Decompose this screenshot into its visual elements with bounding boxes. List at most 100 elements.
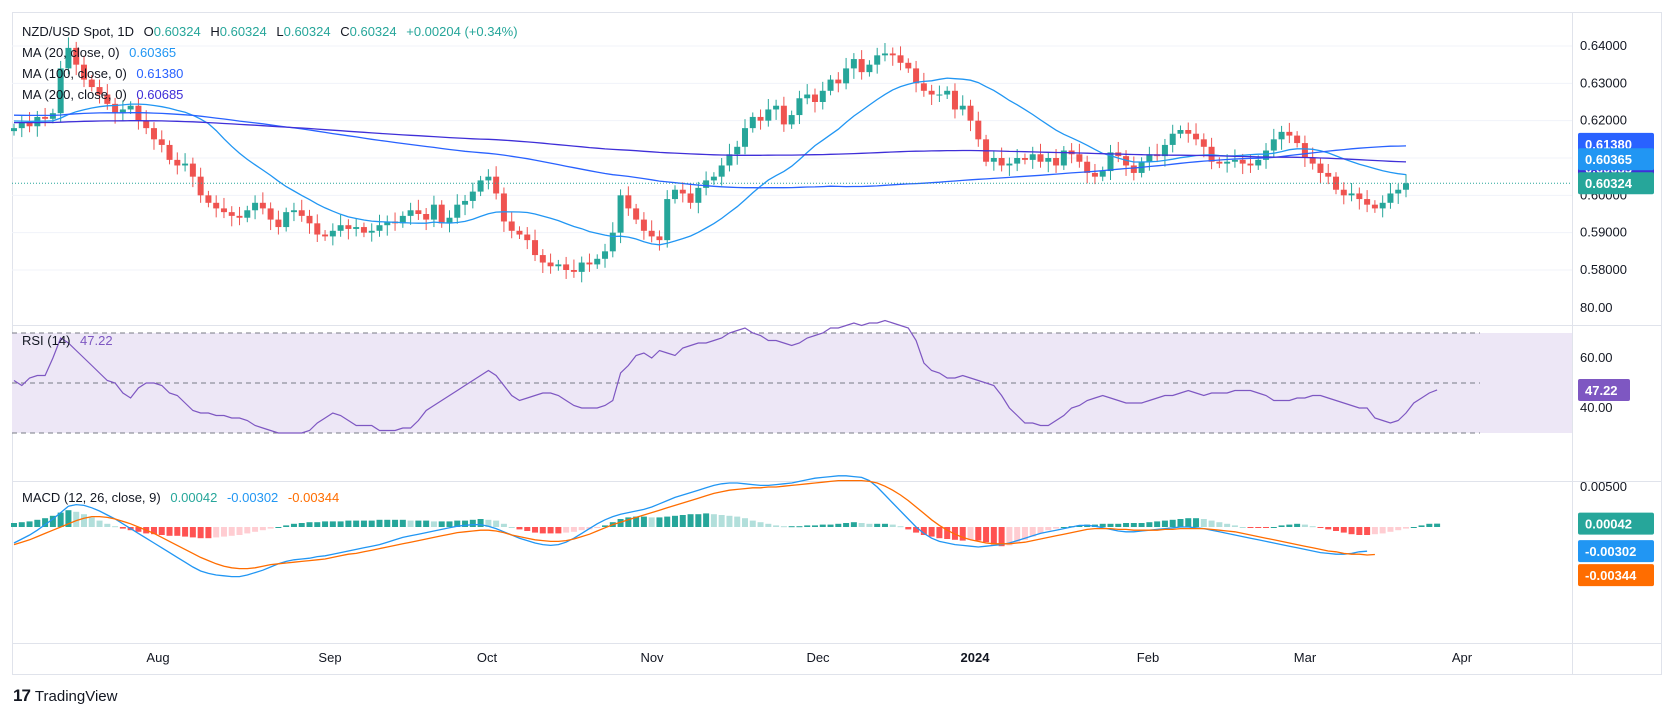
candle-body xyxy=(547,262,554,267)
candle-body xyxy=(252,202,259,211)
macd-histogram-bar xyxy=(998,527,1005,547)
macd-histogram-bar xyxy=(1364,527,1371,535)
candle-body xyxy=(780,105,787,125)
signal-tag: -0.00344 xyxy=(1585,568,1637,583)
candle-body xyxy=(609,232,616,252)
macd-histogram-bar xyxy=(656,517,663,527)
candle-body xyxy=(617,195,624,233)
tradingview-logo[interactable]: 17 TradingView xyxy=(13,686,117,706)
macd-histogram-bar xyxy=(889,524,896,527)
candle-body xyxy=(298,210,305,216)
candle-body xyxy=(695,187,702,203)
macd-histogram-bar xyxy=(1247,527,1254,528)
macd-histogram-bar xyxy=(1060,527,1067,528)
candle-body xyxy=(726,154,733,166)
macd-histogram-bar xyxy=(1379,527,1386,534)
candle-body xyxy=(1200,139,1207,147)
candle-body xyxy=(337,225,344,231)
candle-body xyxy=(1255,159,1262,166)
macd-histogram-bar xyxy=(26,521,33,527)
macd-histogram-bar xyxy=(1006,527,1013,546)
candle-body xyxy=(749,116,756,129)
macd-histogram-bar xyxy=(1395,527,1402,531)
rsi-label[interactable]: RSI (14) xyxy=(22,333,70,348)
candle-body xyxy=(586,262,593,265)
macd-histogram-bar xyxy=(1309,526,1316,528)
price-tick-label: 0.63000 xyxy=(1580,75,1627,90)
macd-histogram-bar xyxy=(88,517,95,527)
low-label: L xyxy=(276,24,283,39)
macd-label[interactable]: MACD (12, 26, close, 9) xyxy=(22,490,161,505)
macd-histogram-bar xyxy=(913,527,920,533)
macd-line xyxy=(13,475,1368,578)
macd-histogram-bar xyxy=(1333,527,1340,531)
macd-histogram-bar xyxy=(1146,522,1153,527)
open-value: 0.60324 xyxy=(154,24,201,39)
macd-histogram-bar xyxy=(1270,527,1277,528)
candle-body xyxy=(345,225,352,229)
macd-histogram-bar xyxy=(80,514,87,527)
macd-histogram-bar xyxy=(158,527,165,535)
macd-histogram-bar xyxy=(796,526,803,528)
ma200-label[interactable]: MA (200, close, 0) xyxy=(22,87,127,102)
time-axis[interactable]: Aug Sep Oct Nov Dec 2024 Feb Mar Apr xyxy=(146,650,1472,665)
candle-body xyxy=(1317,163,1324,173)
macd-histogram-bar xyxy=(695,514,702,527)
candle-body xyxy=(1356,193,1363,200)
candle-body xyxy=(1270,139,1277,151)
candle-body xyxy=(205,195,212,203)
time-tick-label: Aug xyxy=(146,650,169,665)
candle-body xyxy=(18,122,25,129)
macd-histogram-bar xyxy=(594,527,601,528)
candle-body xyxy=(1099,171,1106,177)
time-tick-label: Feb xyxy=(1137,650,1159,665)
brand-name: TradingView xyxy=(34,687,118,705)
macd-histogram-bar xyxy=(1053,527,1060,529)
candle-body xyxy=(1169,133,1176,145)
ma20-label[interactable]: MA (20, close, 0) xyxy=(22,45,120,60)
macd-histogram-bar xyxy=(1301,524,1308,527)
candle-body xyxy=(516,230,523,235)
macd-histogram-bar xyxy=(1216,522,1223,527)
candle-body xyxy=(850,59,857,69)
main-legend: NZD/USD Spot, 1D O0.60324 H0.60324 L0.60… xyxy=(22,24,518,505)
macd-histogram-bar xyxy=(34,519,41,527)
ma100-label[interactable]: MA (100, close, 0) xyxy=(22,66,127,81)
candle-body xyxy=(773,105,780,110)
signal-tag-bg xyxy=(1578,564,1654,587)
candle-body xyxy=(1029,154,1036,160)
candle-body xyxy=(197,176,204,196)
candle-body xyxy=(944,90,951,95)
candle-body xyxy=(438,204,445,224)
candle-body xyxy=(788,115,795,125)
candle-body xyxy=(158,139,165,145)
candle-body xyxy=(1333,176,1340,190)
macd-histogram-bar xyxy=(42,518,49,527)
macd-histogram-bar xyxy=(625,517,632,527)
macd-histogram-bar xyxy=(298,523,305,527)
candle-body xyxy=(283,212,290,228)
candle-body xyxy=(244,210,251,218)
candle-body xyxy=(174,159,181,166)
macd-histogram-bar xyxy=(1434,523,1441,527)
candle-body xyxy=(1286,131,1293,136)
macd-histogram-bar xyxy=(570,527,577,532)
time-tick-label: Oct xyxy=(477,650,498,665)
macd-histogram-bar xyxy=(1317,527,1324,528)
candle-body xyxy=(594,258,601,265)
macd-histogram-bar xyxy=(267,527,274,529)
candle-body xyxy=(765,109,772,121)
macd-histogram-bar xyxy=(1403,527,1409,529)
ma100-value: 0.61380 xyxy=(136,66,183,81)
candle-body xyxy=(1193,133,1200,140)
candle-body xyxy=(1379,202,1386,209)
candle-body xyxy=(625,195,632,209)
time-tick-label: 2024 xyxy=(961,650,991,665)
symbol-title[interactable]: NZD/USD Spot, 1D xyxy=(22,24,134,39)
candle-body xyxy=(1294,135,1301,144)
macd-histogram-bar xyxy=(430,521,437,527)
candle-body xyxy=(182,163,189,166)
macd-histogram-bar xyxy=(415,520,422,527)
rsi-line xyxy=(13,319,1438,434)
